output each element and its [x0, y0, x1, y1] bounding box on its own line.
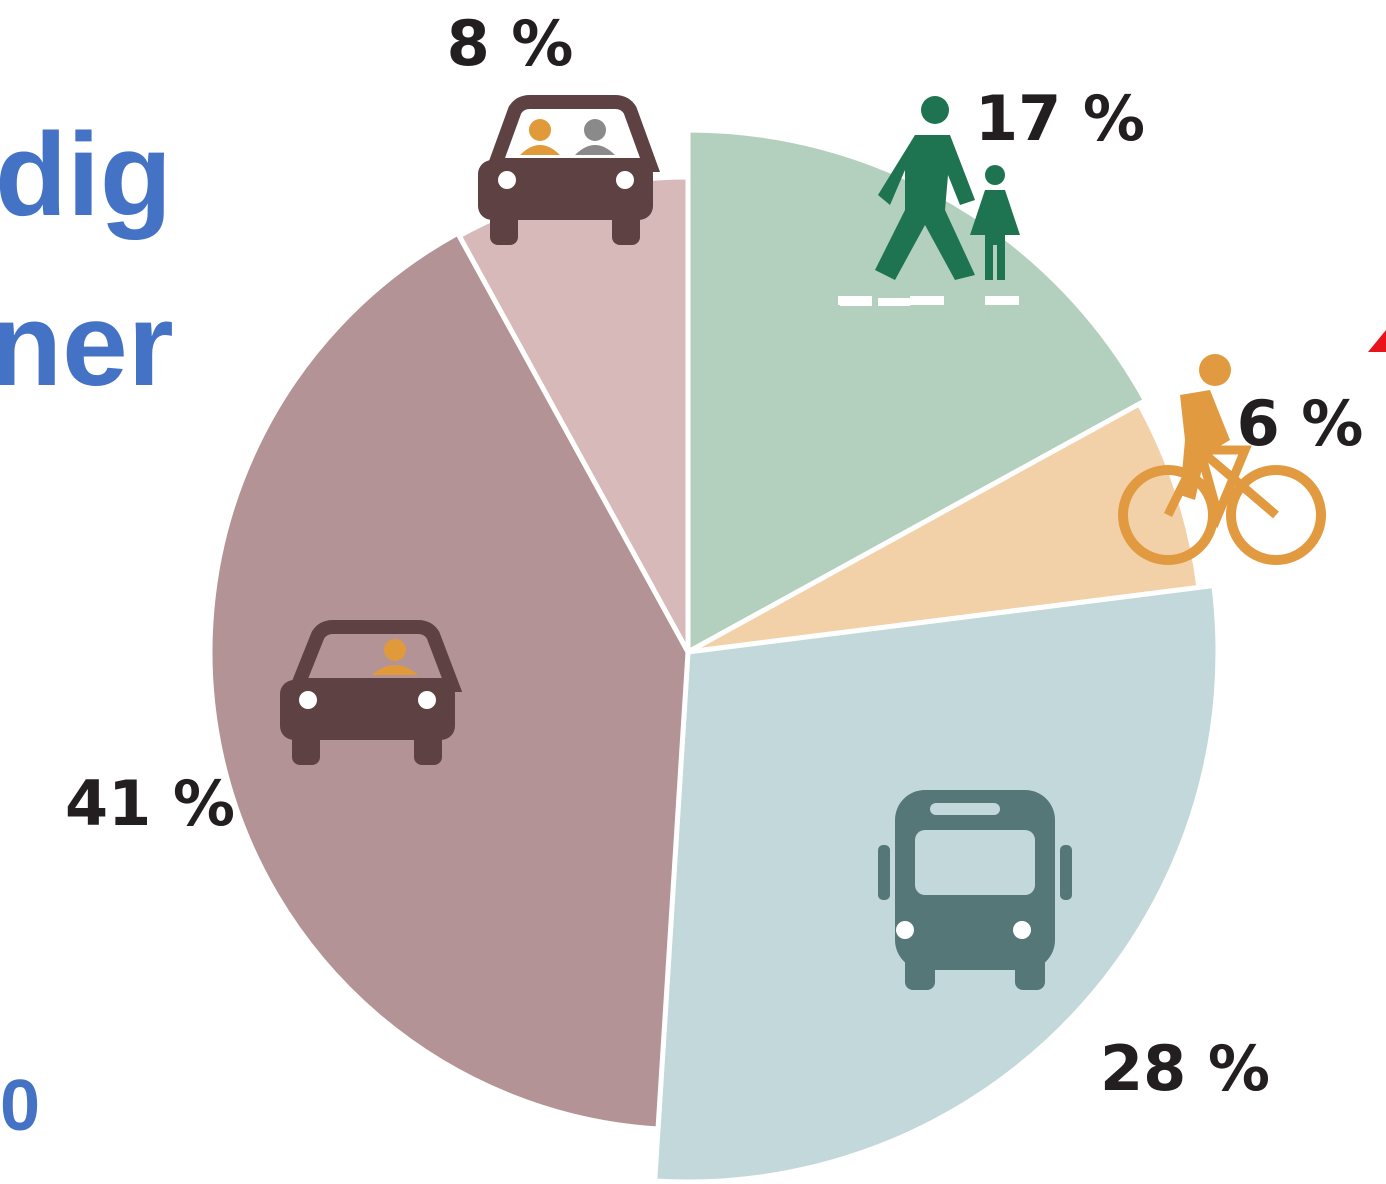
red-mark: [1368, 330, 1386, 352]
pie-slice: [685, 127, 1149, 657]
pie: [207, 127, 1221, 1184]
bus-icon: [878, 790, 1072, 990]
bike-icon: [1118, 354, 1326, 565]
title-fragment: dig: [0, 109, 172, 241]
value-label: 6 %: [1237, 387, 1364, 460]
crosswalk: [838, 296, 1019, 305]
value-label: 17 %: [975, 82, 1145, 155]
title-fragment: ner: [0, 279, 174, 411]
title-fragment: 0: [0, 1066, 40, 1146]
car-icon: [280, 620, 463, 765]
pedestrian-icon: [840, 96, 1020, 306]
icons: [280, 95, 1386, 990]
value-label: 28 %: [1100, 1032, 1270, 1105]
value-label: 8 %: [447, 7, 574, 80]
car-icon: [478, 95, 660, 245]
value-label: 41 %: [65, 767, 235, 840]
